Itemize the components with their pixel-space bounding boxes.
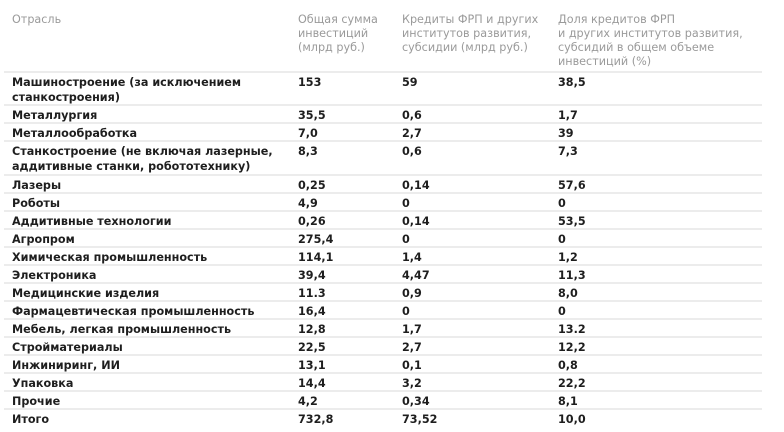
- total-cell: 0,25: [298, 179, 326, 192]
- credits-cell: 2,7: [402, 127, 422, 140]
- total-cell: 275,4: [298, 233, 334, 246]
- credits-cell: 3,2: [402, 377, 422, 390]
- total-cell: 8,3: [298, 145, 318, 158]
- total-cell: 39,4: [298, 269, 326, 282]
- share-cell: 10,0: [558, 413, 586, 426]
- total-cell: 153: [298, 76, 322, 89]
- industry-cell: Аддитивные технологии: [12, 215, 172, 228]
- industry-cell: Прочие: [12, 395, 61, 408]
- share-cell: 0,8: [558, 359, 578, 372]
- industry-cell: Роботы: [12, 197, 60, 210]
- table-row: Агропром 275,4 0 0: [4, 230, 762, 248]
- industry-cell: Лазеры: [12, 179, 62, 192]
- total-cell: 0,26: [298, 215, 326, 228]
- total-cell: 11.3: [298, 287, 326, 300]
- table-row: Прочие 4,2 0,34 8,1: [4, 392, 762, 410]
- share-cell: 0: [558, 197, 566, 210]
- industry-cell: Фармацевтическая промышленность: [12, 305, 255, 318]
- total-cell: 732,8: [298, 413, 334, 426]
- share-cell: 57,6: [558, 179, 586, 192]
- credits-cell: 1,4: [402, 251, 422, 264]
- header-industry: Отрасль: [12, 13, 62, 26]
- share-cell: 13.2: [558, 323, 586, 336]
- industry-cell: Агропром: [12, 233, 75, 246]
- total-cell: 12,8: [298, 323, 326, 336]
- share-cell: 0: [558, 233, 566, 246]
- table-row: Аддитивные технологии 0,26 0,14 53,5: [4, 212, 762, 230]
- table-row: Стройматериалы 22,5 2,7 12,2: [4, 338, 762, 356]
- table-row: Фармацевтическая промышленность 16,4 0 0: [4, 302, 762, 320]
- credits-cell: 0,14: [402, 215, 430, 228]
- total-cell: 4,9: [298, 197, 318, 210]
- share-cell: 0: [558, 305, 566, 318]
- credits-cell: 0: [402, 233, 410, 246]
- share-cell: 39: [558, 127, 574, 140]
- total-cell: 14,4: [298, 377, 326, 390]
- table-row: Упаковка 14,4 3,2 22,2: [4, 374, 762, 392]
- credits-cell: 0: [402, 197, 410, 210]
- investment-table: Отрасль Общая сумма инвестиций (млрд руб…: [4, 0, 762, 428]
- table-row: Роботы 4,9 0 0: [4, 194, 762, 212]
- share-cell: 8,1: [558, 395, 578, 408]
- share-cell: 7,3: [558, 145, 578, 158]
- share-cell: 1,7: [558, 109, 578, 122]
- credits-cell: 0,6: [402, 145, 422, 158]
- credits-cell: 0,34: [402, 395, 430, 408]
- table-row: Инжиниринг, ИИ 13,1 0,1 0,8: [4, 356, 762, 374]
- credits-cell: 0,1: [402, 359, 422, 372]
- credits-cell: 2,7: [402, 341, 422, 354]
- credits-cell: 0,9: [402, 287, 422, 300]
- industry-cell: Итого: [12, 413, 50, 426]
- table-row-total: Итого 732,8 73,52 10,0: [4, 410, 762, 428]
- total-cell: 22,5: [298, 341, 326, 354]
- industry-cell: Упаковка: [12, 377, 74, 390]
- table-row: Электроника 39,4 4,47 11,3: [4, 266, 762, 284]
- share-cell: 11,3: [558, 269, 586, 282]
- share-cell: 53,5: [558, 215, 586, 228]
- table-row: Станкостроение (не включая лазерные, адди…: [4, 142, 762, 176]
- table-row: Медицинские изделия 11.3 0,9 8,0: [4, 284, 762, 302]
- header-total-investment: Общая сумма инвестиций (млрд руб.): [298, 13, 378, 54]
- share-cell: 8,0: [558, 287, 578, 300]
- table-row: Мебель, легкая промышленность 12,8 1,7 1…: [4, 320, 762, 338]
- table-row: Металлургия 35,5 0,6 1,7: [4, 106, 762, 124]
- industry-cell: Мебель, легкая промышленность: [12, 323, 232, 336]
- credits-cell: 73,52: [402, 413, 438, 426]
- industry-cell: Электроника: [12, 269, 97, 282]
- share-cell: 38,5: [558, 76, 586, 89]
- header-credits: Кредиты ФРП и других институтов развития…: [402, 13, 539, 54]
- table-row: Машиностроение (за исключением станкостро…: [4, 73, 762, 106]
- credits-cell: 0,14: [402, 179, 430, 192]
- industry-cell: Химическая промышленность: [12, 251, 208, 264]
- total-cell: 16,4: [298, 305, 326, 318]
- credits-cell: 0: [402, 305, 410, 318]
- credits-cell: 59: [402, 76, 418, 89]
- total-cell: 13,1: [298, 359, 326, 372]
- credits-cell: 4,47: [402, 269, 430, 282]
- total-cell: 7,0: [298, 127, 318, 140]
- industry-cell: Медицинские изделия: [12, 287, 160, 300]
- table-header: Отрасль Общая сумма инвестиций (млрд руб…: [4, 0, 762, 73]
- table-row: Химическая промышленность 114,1 1,4 1,2: [4, 248, 762, 266]
- share-cell: 12,2: [558, 341, 586, 354]
- table-row: Металлообработка 7,0 2,7 39: [4, 124, 762, 142]
- share-cell: 22,2: [558, 377, 586, 390]
- table-row: Лазеры 0,25 0,14 57,6: [4, 176, 762, 194]
- share-cell: 1,2: [558, 251, 578, 264]
- total-cell: 4,2: [298, 395, 318, 408]
- header-share: Доля кредитов ФРП и других институтов ра…: [558, 13, 743, 68]
- credits-cell: 1,7: [402, 323, 422, 336]
- industry-cell: Стройматериалы: [12, 341, 123, 354]
- industry-cell: Металлообработка: [12, 127, 138, 140]
- credits-cell: 0,6: [402, 109, 422, 122]
- total-cell: 114,1: [298, 251, 334, 264]
- total-cell: 35,5: [298, 109, 326, 122]
- industry-cell: Машиностроение (за исключением станкостро…: [12, 76, 242, 104]
- industry-cell: Станкостроение (не включая лазерные, адди…: [12, 145, 273, 173]
- industry-cell: Металлургия: [12, 109, 98, 122]
- industry-cell: Инжиниринг, ИИ: [12, 359, 120, 372]
